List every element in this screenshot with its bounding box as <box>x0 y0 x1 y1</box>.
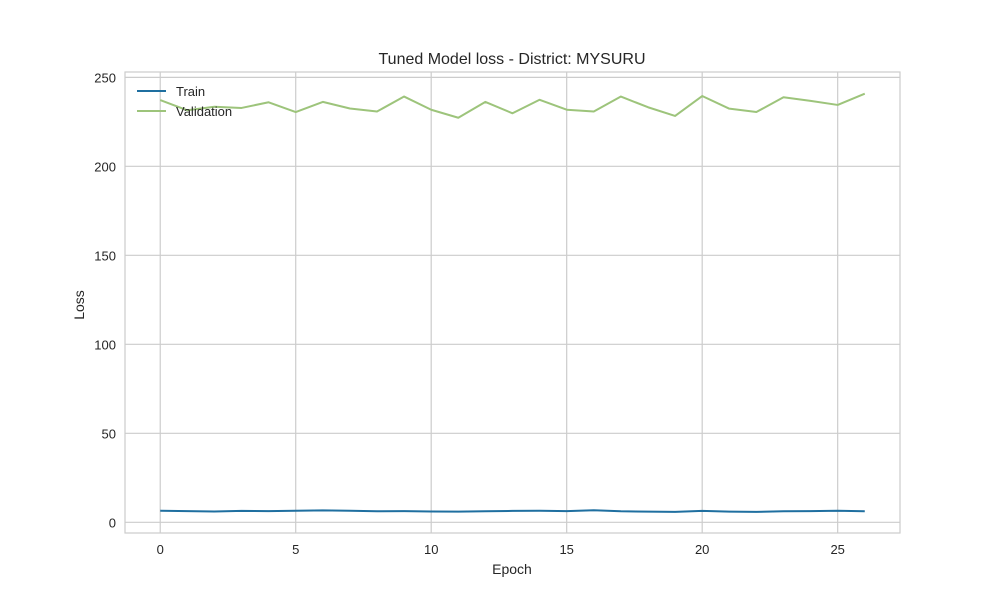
y-tick-labels: 0 50 100 150 200 250 <box>94 70 116 530</box>
x-tick-label: 15 <box>559 542 573 557</box>
x-tick-label: 10 <box>424 542 438 557</box>
series-line-train <box>160 509 865 513</box>
series-layer <box>159 92 866 513</box>
y-tick-label: 100 <box>94 337 116 352</box>
plot-frame <box>124 71 901 534</box>
y-tick-label: 0 <box>109 515 116 530</box>
legend-label-validation: Validation <box>176 104 232 119</box>
x-tick-label: 0 <box>157 542 164 557</box>
chart-title: Tuned Model loss - District: MYSURU <box>378 51 645 68</box>
x-tick-label: 20 <box>695 542 709 557</box>
y-axis-label: Loss <box>71 290 87 320</box>
y-tick-label: 200 <box>94 159 116 174</box>
x-tick-label: 25 <box>830 542 844 557</box>
y-tick-label: 150 <box>94 248 116 263</box>
series-line-validation <box>159 92 866 119</box>
legend-label-train: Train <box>176 84 205 99</box>
y-tick-label: 250 <box>94 70 116 85</box>
grid <box>125 72 900 533</box>
y-tick-label: 50 <box>102 426 116 441</box>
x-axis-label: Epoch <box>492 561 532 577</box>
x-tick-label: 5 <box>292 542 299 557</box>
legend: Train Validation <box>137 84 232 119</box>
x-tick-labels: 0 5 10 15 20 25 <box>157 542 845 557</box>
